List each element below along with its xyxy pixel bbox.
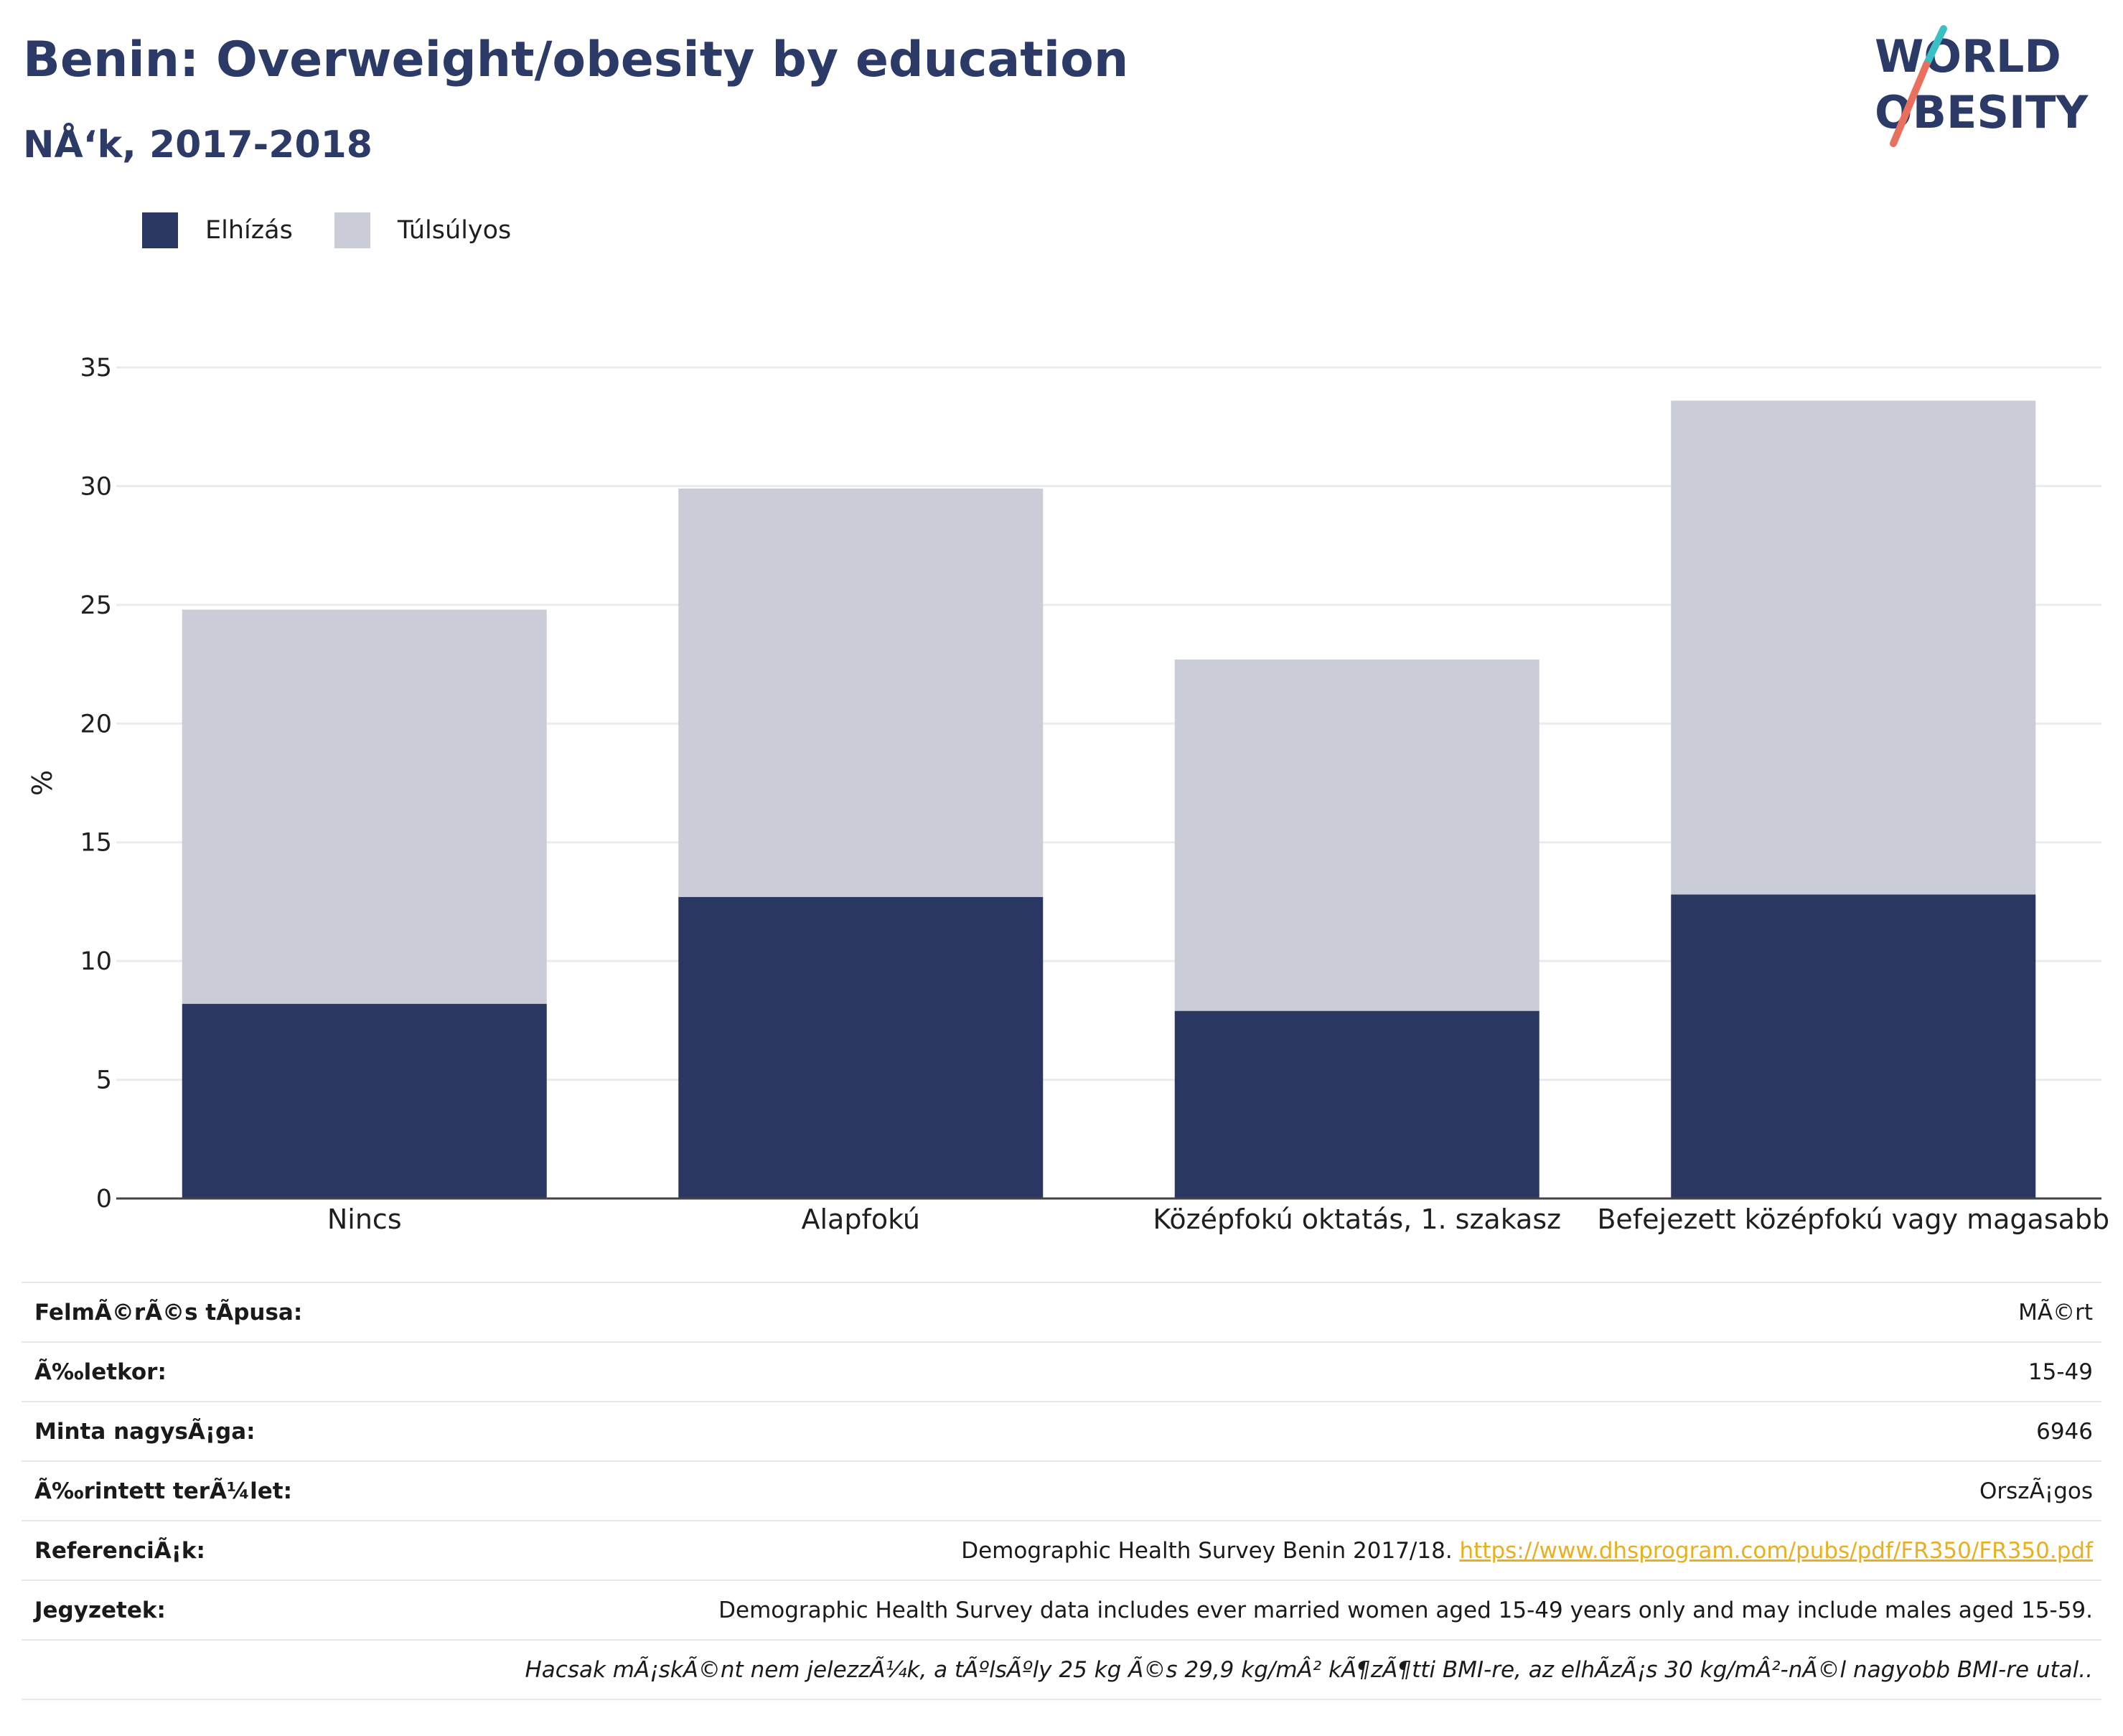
chart-subtitle: NÅ‘k, 2017-2018	[23, 123, 372, 166]
legend: Elhízás Túlsúlyos	[142, 212, 553, 248]
notes-text: Demographic Health Survey data includes …	[718, 1597, 2093, 1623]
world-obesity-logo: WORLD OBESITY	[1875, 25, 2089, 147]
y-tick-label: 5	[96, 1066, 112, 1095]
references-value: Demographic Health Survey Benin 2017/18.…	[961, 1538, 2101, 1564]
info-row-age: Ã‰letkor: 15-49	[22, 1341, 2101, 1401]
info-label: Minta nagysÃ¡ga:	[34, 1418, 256, 1445]
x-tick-label: Középfokú oktatás, 1. szakasz	[1153, 1204, 1561, 1235]
y-tick-label: 35	[80, 354, 112, 383]
stacked-bar-chart: 0 5 10 15 20 25 30 35% Nincs Alapfokú Középfokú ok…	[27, 354, 2109, 1235]
logo-slash-coral	[1890, 61, 1930, 147]
info-value: MÃ©rt	[2018, 1299, 2093, 1326]
y-axis-label: %	[27, 770, 58, 796]
info-table: FelmÃ©rÃ©s tÃpusa: MÃ©rt Ã‰letkor: 15-49…	[22, 1282, 2101, 1700]
info-label: Ã‰rintett terÃ¼let:	[34, 1478, 292, 1504]
bar-overweight	[1671, 400, 2036, 895]
y-tick-label: 10	[80, 947, 112, 976]
info-row-notes: Jegyzetek: Demographic Health Survey dat…	[22, 1580, 2101, 1639]
info-value: 15-49	[2028, 1359, 2093, 1385]
info-label: Ã‰letkor:	[34, 1359, 167, 1385]
bar-overweight	[182, 609, 547, 1004]
bar-obesity	[1174, 1010, 1539, 1198]
info-row-footnote: Hacsak mÃ¡skÃ©nt nem jelezzÃ¼k, a tÃºlsÃ…	[22, 1639, 2101, 1700]
x-tick-label: Alapfokú	[801, 1204, 920, 1235]
legend-label-obesity: Elhízás	[205, 216, 293, 245]
y-tick-label: 25	[80, 591, 112, 620]
y-tick-label: 0	[96, 1185, 112, 1214]
bar-overweight	[1174, 659, 1539, 1011]
bar-obesity	[678, 896, 1044, 1198]
info-value: OrszÃ¡gos	[1979, 1478, 2093, 1504]
y-tick-label: 30	[80, 472, 112, 501]
logo-slash-teal	[1923, 25, 1947, 68]
info-row-area: Ã‰rintett terÃ¼let: OrszÃ¡gos	[22, 1460, 2101, 1520]
chart-title: Benin: Overweight/obesity by education	[23, 32, 1129, 88]
info-label: ReferenciÃ¡k:	[34, 1537, 205, 1564]
x-tick-label: Befejezett középfokú vagy magasabb	[1597, 1204, 2109, 1235]
info-row-sample-size: Minta nagysÃ¡ga: 6946	[22, 1401, 2101, 1460]
legend-label-overweight: Túlsúlyos	[397, 216, 512, 245]
info-label: Jegyzetek:	[34, 1597, 166, 1623]
legend-item-overweight[interactable]: Túlsúlyos	[334, 212, 511, 248]
bar-obesity	[1671, 894, 2036, 1198]
legend-item-obesity[interactable]: Elhízás	[142, 212, 293, 248]
bar-obesity	[182, 1003, 547, 1198]
info-label: FelmÃ©rÃ©s tÃpusa:	[34, 1299, 303, 1326]
legend-swatch-overweight	[334, 212, 370, 248]
info-value: 6946	[2036, 1418, 2093, 1445]
references-link[interactable]: https://www.dhsprogram.com/pubs/pdf/FR35…	[1459, 1537, 2093, 1564]
x-tick-label: Nincs	[327, 1204, 402, 1235]
info-row-survey-type: FelmÃ©rÃ©s tÃpusa: MÃ©rt	[22, 1282, 2101, 1341]
y-tick-label: 15	[80, 829, 112, 858]
legend-swatch-obesity	[142, 212, 178, 248]
bar-overweight	[678, 488, 1044, 897]
y-tick-label: 20	[80, 710, 112, 738]
footnote-text: Hacsak mÃ¡skÃ©nt nem jelezzÃ¼k, a tÃºlsÃ…	[525, 1656, 2093, 1683]
references-text: Demographic Health Survey Benin 2017/18.	[961, 1537, 1453, 1564]
info-row-references: ReferenciÃ¡k: Demographic Health Survey …	[22, 1520, 2101, 1580]
logo-line1: WORLD	[1875, 30, 2061, 83]
